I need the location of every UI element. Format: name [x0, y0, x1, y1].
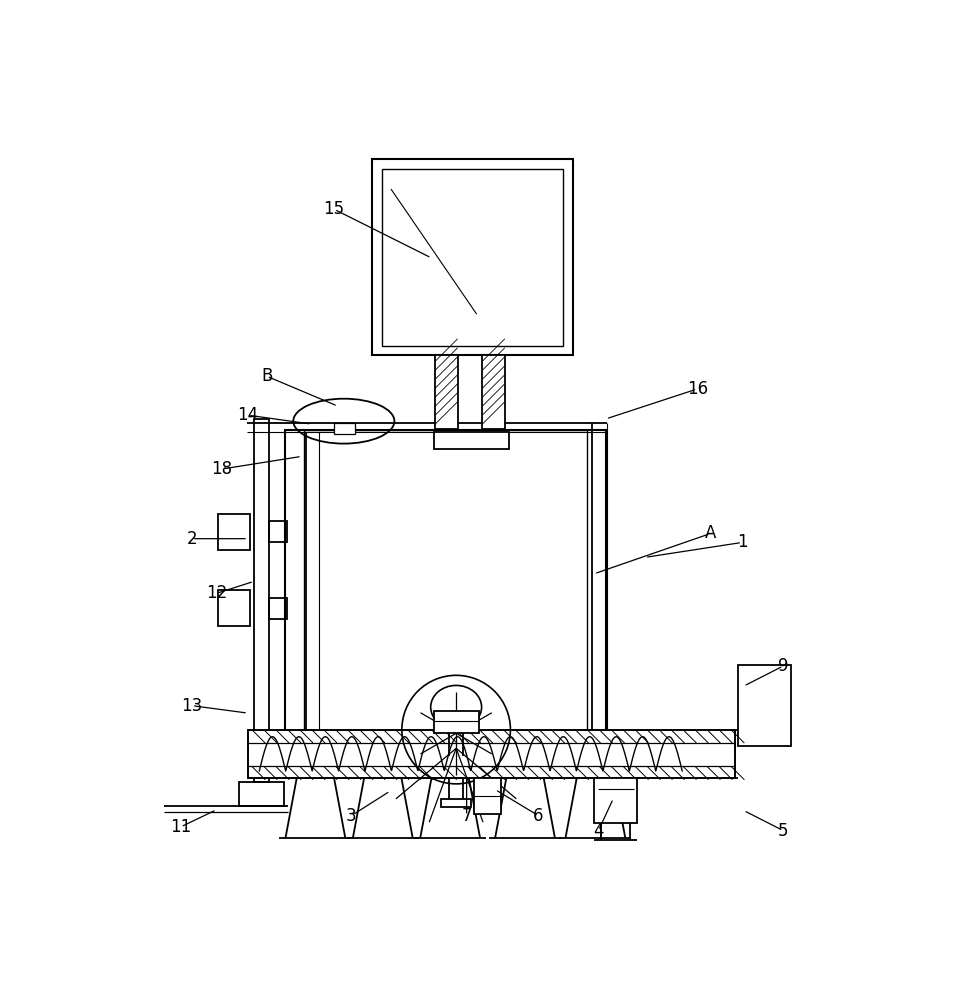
Bar [269, 598, 287, 619]
Bar [334, 423, 355, 434]
Bar [435, 355, 458, 429]
Text: 13: 13 [182, 697, 203, 715]
Text: 14: 14 [238, 406, 259, 424]
Text: B: B [261, 367, 272, 385]
Text: 4: 4 [593, 822, 604, 840]
Text: 11: 11 [170, 818, 191, 836]
Bar [286, 430, 606, 763]
Bar [248, 730, 735, 778]
Text: 2: 2 [186, 530, 197, 548]
Text: 7: 7 [462, 807, 471, 825]
Text: 6: 6 [533, 807, 544, 825]
Text: A: A [705, 524, 717, 542]
Bar [441, 799, 471, 807]
Bar [218, 590, 249, 626]
Bar [382, 169, 563, 346]
Text: 5: 5 [778, 822, 788, 840]
Bar [239, 782, 284, 806]
Text: 3: 3 [346, 807, 356, 825]
Bar [218, 514, 249, 550]
Bar [269, 521, 287, 542]
Text: 18: 18 [212, 460, 233, 478]
Bar [254, 419, 269, 782]
Bar [482, 355, 505, 429]
Text: 9: 9 [778, 657, 788, 675]
Bar [738, 665, 791, 746]
Bar [434, 432, 508, 449]
Text: 15: 15 [324, 200, 345, 218]
Text: 1: 1 [737, 533, 748, 551]
Bar [304, 430, 587, 750]
Text: 16: 16 [687, 380, 708, 398]
Text: 12: 12 [206, 584, 227, 602]
Bar [434, 711, 478, 733]
Bar [474, 778, 501, 814]
Bar [594, 778, 638, 823]
Bar [372, 159, 573, 355]
